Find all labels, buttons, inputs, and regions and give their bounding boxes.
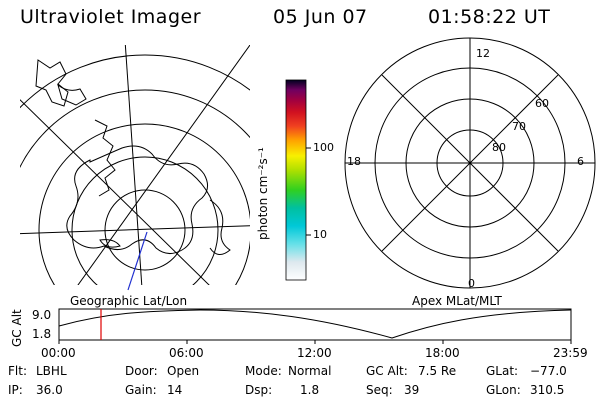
altitude-ymin: 1.8	[32, 327, 52, 341]
instrument-title: Ultraviolet Imager	[20, 6, 202, 28]
ip-value: 36.0	[36, 383, 63, 397]
xtick-1800: 18:00	[425, 346, 460, 360]
mlat-80-label: 80	[492, 141, 506, 154]
door-value: Open	[167, 364, 200, 378]
mode-value: Normal	[288, 364, 332, 378]
seq-label: Seq:	[366, 383, 393, 397]
mlt-18-label: 18	[347, 155, 361, 168]
flt-label: Flt:	[8, 364, 27, 378]
dsp-label: Dsp:	[245, 383, 273, 397]
glat-label: GLat:	[486, 364, 519, 378]
mode-label: Mode:	[245, 364, 282, 378]
ip-label: IP:	[8, 383, 23, 397]
seq-value: 39	[404, 383, 420, 397]
xtick-0000: 00:00	[41, 346, 76, 360]
mlt-12-label: 12	[476, 47, 490, 60]
geographic-panel-label: Geographic Lat/Lon	[70, 294, 188, 308]
apex-panel-label: Apex MLat/MLT	[412, 294, 502, 308]
altitude-plot	[58, 308, 572, 344]
glon-label: GLon:	[486, 383, 521, 397]
mlat-60-label: 60	[535, 97, 549, 110]
gain-value: 14	[167, 383, 183, 397]
xtick-1200: 12:00	[297, 346, 332, 360]
mlt-0-label: 0	[468, 277, 475, 290]
flt-value: LBHL	[36, 364, 67, 378]
time-title: 01:58:22 UT	[428, 6, 551, 28]
mlt-6-label: 6	[577, 155, 584, 168]
colorbar-tick-100: 100	[313, 141, 334, 154]
colorbar-unit-label: photon cm⁻²s⁻¹	[256, 147, 270, 240]
xtick-0600: 06:00	[169, 346, 204, 360]
dsp-value: 1.8	[300, 383, 320, 397]
xtick-2359: 23:59	[553, 346, 588, 360]
date-title: 05 Jun 07	[273, 6, 368, 28]
mlat-70-label: 70	[512, 120, 526, 133]
altitude-ylabel: GC Alt	[10, 309, 24, 347]
gain-label: Gain:	[125, 383, 157, 397]
colorbar	[285, 79, 307, 281]
ground-track-line	[127, 231, 148, 291]
glat-value: −77.0	[530, 364, 567, 378]
gcalt-value: 7.5 Re	[418, 364, 457, 378]
glon-value: 310.5	[530, 383, 565, 397]
geographic-map	[20, 45, 250, 285]
door-label: Door:	[125, 364, 158, 378]
altitude-ymax: 9.0	[32, 308, 52, 322]
colorbar-tick-10: 10	[313, 228, 327, 241]
apex-polar-grid	[344, 37, 596, 289]
gcalt-label: GC Alt:	[366, 364, 408, 378]
